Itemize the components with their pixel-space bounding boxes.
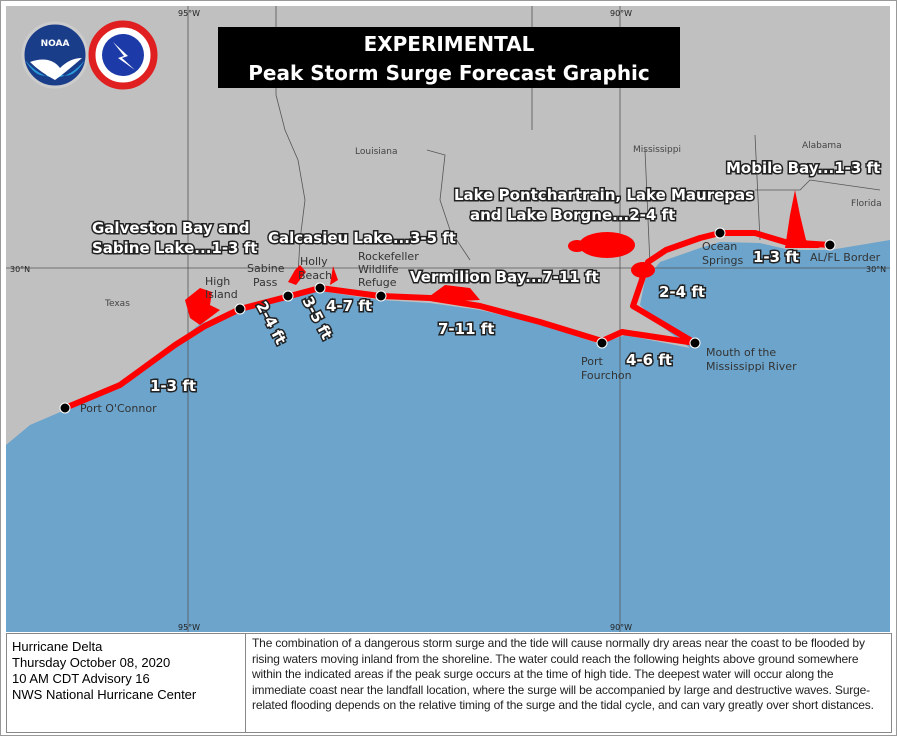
segment-label: 1-3 ft xyxy=(150,377,196,395)
lat-label: 30°N xyxy=(866,265,886,274)
mobile-surge-label: Mobile Bay...1-3 ft xyxy=(726,159,880,177)
pontchartrain-surge xyxy=(579,232,635,258)
noaa-logo: NOAA xyxy=(21,21,89,89)
place-label: Mouth of the Mississippi River xyxy=(706,346,797,373)
lon-label: 95°W xyxy=(178,623,200,632)
state-label: Mississippi xyxy=(633,145,681,155)
place-label: Holly Beach xyxy=(298,255,332,282)
state-label: Texas xyxy=(104,299,130,309)
galveston-bay-surge xyxy=(185,288,220,325)
lon-label: 90°W xyxy=(610,9,632,18)
place-label: High Island xyxy=(205,275,238,301)
storm-name: Hurricane Delta xyxy=(12,639,103,654)
calcasieu-surge-label: Calcasieu Lake...3-5 ft xyxy=(268,229,456,247)
place-label: Ocean Springs xyxy=(702,240,743,267)
state-label: Florida xyxy=(851,199,882,209)
state-label: Alabama xyxy=(802,141,842,151)
place-label: Sabine Pass xyxy=(247,262,285,289)
place-label: AL/FL Border xyxy=(810,251,881,264)
lat-label: 30°N xyxy=(10,265,30,274)
title-line2: Peak Storm Surge Forecast Graphic xyxy=(248,61,650,85)
gulf-water xyxy=(6,240,890,632)
segment-label: 1-3 ft xyxy=(753,248,799,266)
segment-label: 4-6 ft xyxy=(626,351,672,369)
segment-label: 7-11 ft xyxy=(438,320,494,338)
segment-label: 2-4 ft xyxy=(659,283,705,301)
nws-logo xyxy=(88,20,158,90)
title-box xyxy=(218,27,680,88)
surge-areas xyxy=(185,190,820,325)
title-line1: EXPERIMENTAL xyxy=(364,32,535,56)
segment-label: 4-7 ft xyxy=(326,297,372,315)
vermilion-surge-label: Vermilion Bay...7-11 ft xyxy=(410,268,599,286)
mobile-bay-surge xyxy=(785,190,820,248)
footer: Hurricane Delta Thursday October 08, 202… xyxy=(6,633,892,733)
issuer: NWS National Hurricane Center xyxy=(12,687,197,702)
place-label: Rockefeller Wildlife Refuge xyxy=(358,250,419,289)
place-label: Port Fourchon xyxy=(581,355,632,382)
pontchartrain-surge-label: Lake Pontchartrain, Lake Maurepas and Lak… xyxy=(454,186,754,224)
place-label: Port O'Connor xyxy=(80,402,157,415)
calcasieu-surge xyxy=(288,265,306,285)
surge-map: 95°W 90°W 95°W 90°W 30°N 30°N Texas Loui… xyxy=(6,6,890,632)
surge-coastline xyxy=(63,230,831,411)
advisory-info: Hurricane Delta Thursday October 08, 202… xyxy=(7,634,246,732)
galveston-surge-label: Galveston Bay and Sabine Lake...1-3 ft xyxy=(92,219,257,257)
description: The combination of a dangerous storm sur… xyxy=(252,636,874,713)
advisory-number: 10 AM CDT Advisory 16 xyxy=(12,671,150,686)
lon-label: 95°W xyxy=(178,9,200,18)
holly-beach-surge xyxy=(330,266,338,285)
state-label: Louisiana xyxy=(355,147,398,157)
svg-text:NOAA: NOAA xyxy=(41,39,70,49)
lon-label: 90°W xyxy=(610,623,632,632)
advisory-date: Thursday October 08, 2020 xyxy=(12,655,171,670)
state-border xyxy=(275,94,881,276)
location-markers xyxy=(59,227,836,414)
